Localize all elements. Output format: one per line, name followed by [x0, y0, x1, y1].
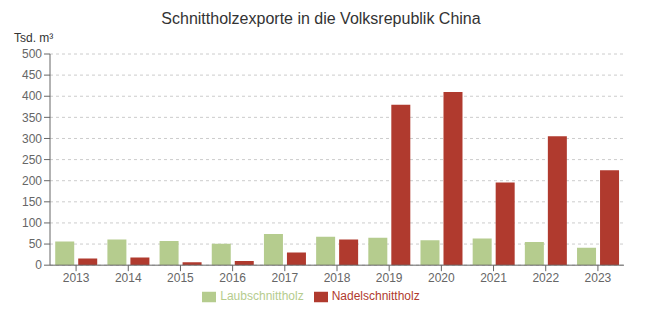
svg-text:2021: 2021: [480, 271, 507, 285]
svg-text:200: 200: [22, 174, 42, 188]
svg-text:0: 0: [35, 258, 42, 272]
svg-text:2013: 2013: [63, 271, 90, 285]
svg-text:400: 400: [22, 89, 42, 103]
svg-text:2017: 2017: [271, 271, 298, 285]
html-text:Schnittholzexporte in die Volk: Schnittholzexporte in die Volksrepublik …: [161, 10, 481, 27]
svg-text:500: 500: [22, 47, 42, 61]
svg-text:2014: 2014: [115, 271, 142, 285]
svg-text:2018: 2018: [324, 271, 351, 285]
svg-text:250: 250: [22, 153, 42, 167]
svg-text:2019: 2019: [376, 271, 403, 285]
svg-text:2020: 2020: [428, 271, 455, 285]
svg-text:2015: 2015: [167, 271, 194, 285]
svg-text:300: 300: [22, 132, 42, 146]
svg-text:50: 50: [29, 237, 43, 251]
html-text:Laubschnittholz: Laubschnittholz: [220, 289, 304, 304]
html-text:Tsd. m³: Tsd. m³: [14, 31, 54, 45]
svg-text:2023: 2023: [585, 271, 612, 285]
html-text:Nadelschnittholz: Nadelschnittholz: [331, 289, 420, 304]
svg-text:450: 450: [22, 68, 42, 82]
svg-text:150: 150: [22, 195, 42, 209]
svg-text:100: 100: [22, 216, 42, 230]
svg-text:2022: 2022: [532, 271, 559, 285]
svg-text:350: 350: [22, 111, 42, 125]
svg-text:2016: 2016: [219, 271, 246, 285]
